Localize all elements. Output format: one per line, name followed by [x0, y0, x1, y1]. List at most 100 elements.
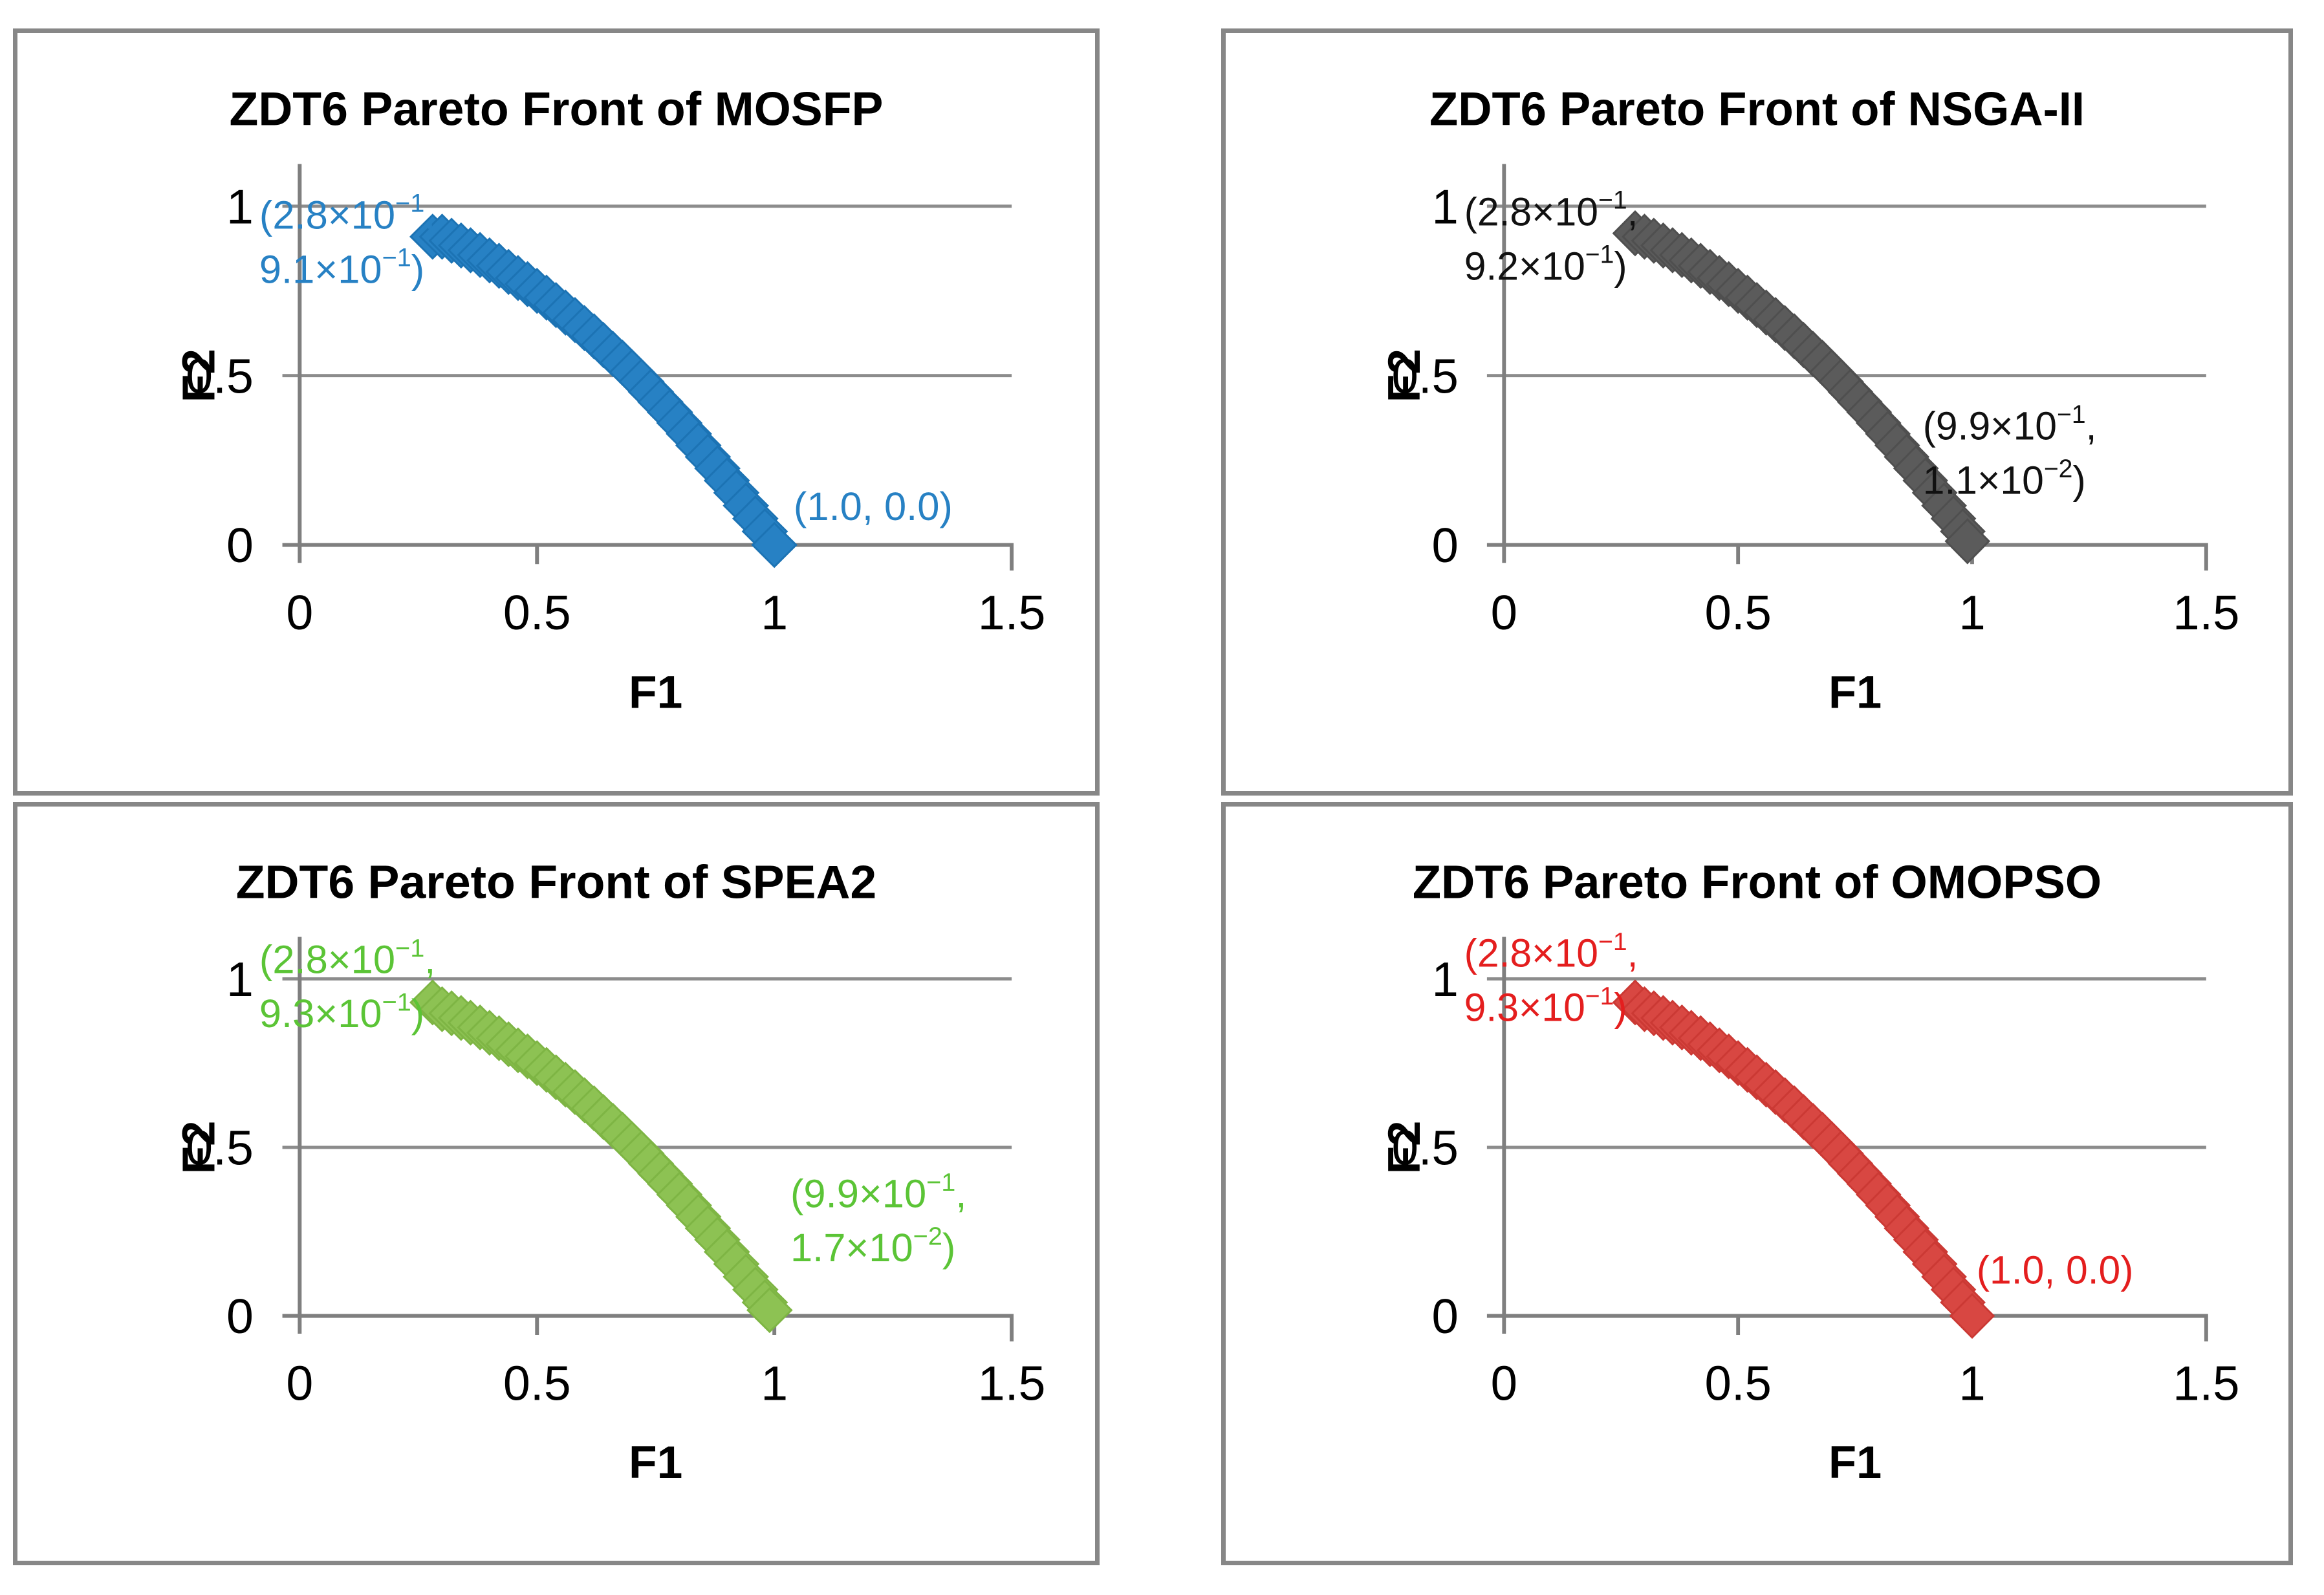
annotation-text-segment: , — [1627, 190, 1638, 233]
x-tick-label: 0 — [286, 585, 313, 640]
annotation-text-segment: ) — [411, 247, 424, 292]
endpoint-annotation: 9.3×10−1) — [1464, 982, 1627, 1030]
chart-title: ZDT6 Pareto Front of SPEA2 — [236, 856, 877, 909]
y-tick-label: 1 — [1432, 179, 1459, 233]
x-tick-label: 0 — [1491, 585, 1517, 640]
x-axis-line — [282, 543, 1014, 571]
x-tick-label: 0.5 — [503, 1356, 571, 1411]
y-tick-label: 0.5 — [1392, 1121, 1459, 1175]
chart-panel-spea2: 1 0.5 0 0 0.5 1 1.5 ZDT6 Pareto Front of SPEA2 F… — [13, 802, 1100, 1565]
endpoint-annotation: (1.0, 0.0) — [1977, 1248, 2134, 1292]
annotation-text-segment: 9.3×10 — [259, 992, 382, 1036]
chart-canvas: 1 0.5 00 0.5 1 1.5 ZDT6 Pareto Front of MOSFP F… — [173, 82, 1046, 718]
annotation-text-segment: −1 — [2057, 400, 2086, 429]
x-axis-title: F1 — [629, 1437, 682, 1488]
y-tick-label: 1 — [226, 180, 254, 234]
annotation-text-segment: ) — [411, 992, 424, 1036]
annotation-text-segment: ) — [942, 1226, 955, 1270]
y-axis-title: F2 — [173, 349, 224, 402]
x-tick-label: 0.5 — [1705, 585, 1772, 640]
endpoint-annotation: (9.9×10−1, — [790, 1168, 966, 1215]
endpoint-annotation: 1.1×10−2) — [1923, 455, 2086, 503]
annotation-text-segment: , — [424, 193, 435, 237]
y-axis-title: F2 — [173, 1121, 224, 1175]
chart-title: ZDT6 Pareto Front of NSGA-II — [1429, 83, 2085, 135]
chart-title: ZDT6 Pareto Front of OMOPSO — [1413, 856, 2101, 908]
y-tick-label: 0 — [226, 518, 254, 572]
data-point-marker — [751, 521, 798, 569]
annotation-text-segment: −2 — [2044, 455, 2073, 483]
endpoint-annotation: 9.3×10−1) — [259, 988, 424, 1036]
endpoint-annotation: (2.8×10−1, — [259, 190, 435, 238]
x-tick-label: 0.5 — [503, 585, 571, 640]
annotation-text-segment: , — [424, 938, 435, 982]
annotation-text-segment: −1 — [1598, 928, 1627, 956]
annotation-text-segment: −1 — [1585, 241, 1614, 269]
annotation-text-segment: , — [2086, 404, 2097, 448]
annotation-text-segment: , — [955, 1172, 966, 1216]
chart-panel-nsga2: 1 0.5 0 0 0.5 1 1.5 ZDT6 Pareto Front of NSGA-I… — [1221, 28, 2293, 796]
data-point-marker — [746, 1287, 793, 1334]
annotation-text-segment: −1 — [382, 988, 411, 1017]
annotation-text-segment: −1 — [1585, 982, 1614, 1010]
y-tick-label: 0 — [226, 1289, 254, 1343]
annotation-text-segment: −1 — [395, 934, 424, 962]
y-tick-label: 0 — [1432, 518, 1459, 572]
annotation-text-segment: ) — [2072, 458, 2085, 502]
endpoint-annotation: 9.1×10−1) — [259, 244, 424, 292]
annotation-text-segment: (2.8×10 — [1464, 931, 1598, 975]
y-tick-label: 0.5 — [1392, 349, 1459, 403]
annotation-text-segment: (2.8×10 — [1464, 190, 1598, 233]
annotation-text-segment: 9.1×10 — [259, 247, 382, 292]
y-tick-label: 0.5 — [186, 1121, 254, 1175]
endpoint-annotation: 1.7×10−2) — [790, 1222, 955, 1270]
x-axis-title: F1 — [1829, 666, 1882, 717]
x-tick-label: 1 — [761, 1356, 788, 1411]
x-tick-label: 0.5 — [1705, 1356, 1772, 1410]
annotation-text-segment: −1 — [395, 190, 424, 218]
endpoint-annotation: (2.8×10−1, — [259, 934, 435, 981]
y-tick-label: 0.5 — [186, 349, 254, 403]
x-axis-line — [1486, 1314, 2208, 1341]
annotation-text-segment: 9.3×10 — [1464, 985, 1585, 1029]
x-tick-label: 1.5 — [2173, 1356, 2239, 1410]
data-point-marker — [1944, 518, 1991, 565]
x-tick-label: 0 — [286, 1356, 313, 1411]
annotation-text-segment: (2.8×10 — [259, 938, 395, 982]
annotation-text-segment: , — [1627, 931, 1638, 975]
y-tick-label: 1 — [226, 952, 254, 1006]
annotation-text-segment: ) — [1614, 985, 1627, 1029]
endpoint-annotation: (9.9×10−1, — [1923, 400, 2097, 448]
chart-panel-omopso: 1 0.5 0 0 0.5 1 1.5 ZDT6 Pareto Front of OMOPSO… — [1221, 802, 2293, 1565]
chart-title: ZDT6 Pareto Front of MOSFP — [229, 82, 883, 135]
annotation-text-segment: (2.8×10 — [259, 193, 395, 237]
endpoint-annotation: (2.8×10−1, — [1464, 186, 1638, 234]
x-tick-label: 1.5 — [978, 1356, 1046, 1411]
x-axis-line — [282, 1314, 1014, 1341]
x-axis-line — [1486, 543, 2208, 571]
chart-panel-mosfp: 1 0.5 0 0 0.5 1 1.5 ZDT6 Pareto Front of MOSFP F… — [13, 28, 1100, 796]
y-axis-title: F2 — [1378, 1121, 1429, 1175]
annotation-text-segment: −1 — [382, 244, 411, 272]
x-tick-label: 1.5 — [978, 585, 1046, 640]
annotation-text-segment: 9.2×10 — [1464, 244, 1585, 288]
endpoint-annotation: (2.8×10−1, — [1464, 928, 1638, 975]
chart-canvas: 1 0.5 00 0.5 1 1.5 ZDT6 Pareto Front of OMOPSO… — [1378, 856, 2239, 1488]
x-tick-label: 1 — [1959, 585, 1985, 640]
x-axis-title: F1 — [1829, 1437, 1882, 1488]
annotation-text-segment: (1.0, 0.0) — [1977, 1248, 2134, 1292]
annotation-text-segment: −1 — [926, 1168, 955, 1197]
annotation-text-segment: (9.9×10 — [790, 1172, 926, 1216]
chart-canvas: 1 0.5 00 0.5 1 1.5 ZDT6 Pareto Front of NSGA-I… — [1379, 83, 2240, 718]
annotation-text-segment: ) — [1614, 244, 1627, 288]
y-axis-title: F2 — [1379, 349, 1430, 402]
x-tick-label: 1 — [761, 585, 788, 640]
chart-canvas: 1 0.5 00 0.5 1 1.5 ZDT6 Pareto Front of SPEA2 F… — [173, 856, 1046, 1488]
y-tick-label: 1 — [1432, 953, 1459, 1006]
data-point-marker — [1949, 1292, 1995, 1340]
annotation-text-segment: −1 — [1598, 186, 1627, 215]
annotation-text-segment: 1.1×10 — [1923, 458, 2044, 502]
annotation-text-segment: (9.9×10 — [1923, 404, 2057, 448]
annotation-text-segment: −2 — [913, 1222, 942, 1251]
